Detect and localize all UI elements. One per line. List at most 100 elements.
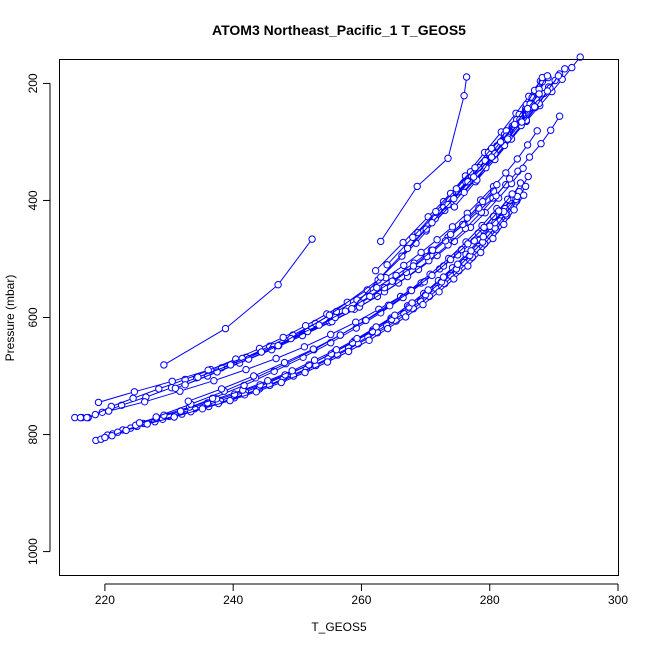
data-point	[310, 356, 319, 364]
data-point	[414, 265, 423, 274]
data-point	[362, 316, 370, 325]
data-point	[481, 157, 489, 165]
data-point	[141, 398, 149, 406]
data-point	[467, 247, 475, 255]
data-point	[523, 104, 532, 113]
data-point	[336, 331, 344, 339]
data-point	[554, 72, 563, 80]
data-point	[308, 235, 316, 243]
data-point	[439, 273, 448, 281]
series-line	[197, 184, 498, 378]
data-point	[279, 333, 287, 342]
y-axis-label: Pressure (mbar)	[3, 275, 17, 362]
data-point	[477, 248, 485, 257]
data-point	[555, 112, 564, 120]
data-point	[568, 63, 576, 72]
series-19	[377, 73, 471, 246]
series-line	[139, 208, 506, 424]
data-point	[226, 396, 234, 405]
data-point	[372, 323, 380, 331]
data-point	[435, 288, 443, 296]
data-point	[383, 261, 391, 269]
data-point	[500, 220, 508, 229]
data-point	[502, 169, 510, 177]
data-point	[170, 413, 178, 421]
y-tick-label: 200	[26, 73, 40, 93]
data-point	[130, 388, 139, 396]
data-point	[226, 361, 235, 369]
data-point	[221, 324, 230, 333]
data-point	[377, 237, 385, 246]
data-point	[428, 271, 436, 280]
data-point	[454, 251, 462, 259]
data-point	[561, 65, 569, 73]
data-point	[525, 153, 534, 161]
data-point	[450, 275, 458, 283]
data-point	[471, 164, 479, 172]
series-3	[92, 179, 525, 445]
data-point	[252, 388, 260, 396]
data-point	[152, 413, 160, 421]
data-point	[462, 73, 471, 81]
data-point	[384, 324, 392, 333]
data-point	[576, 53, 584, 61]
data-point	[309, 345, 317, 353]
data-point	[413, 182, 421, 191]
data-point	[543, 87, 552, 95]
data-point	[417, 248, 425, 257]
data-point	[408, 299, 416, 307]
data-point	[160, 361, 168, 369]
data-point	[288, 367, 296, 375]
data-point	[325, 311, 334, 319]
x-tick-label: 260	[351, 593, 371, 607]
series-line	[175, 178, 510, 389]
y-tick-label: 400	[26, 190, 40, 210]
series-12	[171, 175, 514, 392]
data-point	[479, 197, 487, 206]
data-point	[466, 168, 475, 176]
data-point	[464, 240, 472, 248]
data-point	[366, 292, 374, 301]
data-point	[101, 433, 109, 442]
data-point	[135, 419, 144, 427]
axis-layer: 220 240 260 280 300 200 400 600 800 1000	[26, 73, 628, 607]
data-point	[450, 195, 458, 203]
data-point	[210, 377, 218, 385]
data-point	[403, 244, 412, 253]
data-point	[332, 346, 341, 354]
data-point	[399, 238, 407, 247]
data-point	[327, 330, 335, 339]
data-point	[537, 140, 545, 148]
series-15	[176, 195, 512, 415]
data-point	[184, 397, 193, 405]
data-point	[171, 384, 180, 392]
data-point	[424, 286, 432, 294]
data-point	[105, 407, 113, 415]
data-point	[277, 378, 285, 387]
data-point	[446, 255, 455, 264]
series-2	[76, 127, 541, 422]
data-point	[257, 348, 266, 356]
x-axis-label: T_GEOS5	[311, 620, 367, 634]
series-17	[184, 190, 516, 405]
data-point	[489, 234, 497, 243]
data-point	[168, 377, 176, 385]
data-point	[365, 336, 373, 344]
data-point	[444, 154, 452, 163]
data-point	[475, 204, 483, 212]
data-point	[520, 191, 528, 199]
data-point	[323, 358, 332, 366]
data-point	[272, 354, 280, 363]
series-line	[351, 106, 535, 310]
chart-title: ATOM3 Northeast_Pacific_1 T_GEOS5	[212, 22, 466, 38]
data-point	[516, 179, 525, 187]
data-point	[535, 90, 543, 98]
data-point	[391, 311, 399, 319]
data-point	[510, 206, 518, 214]
data-point	[76, 413, 85, 422]
data-point	[480, 223, 488, 232]
data-point	[495, 207, 503, 215]
data-point	[274, 341, 282, 350]
series-11	[160, 235, 316, 369]
